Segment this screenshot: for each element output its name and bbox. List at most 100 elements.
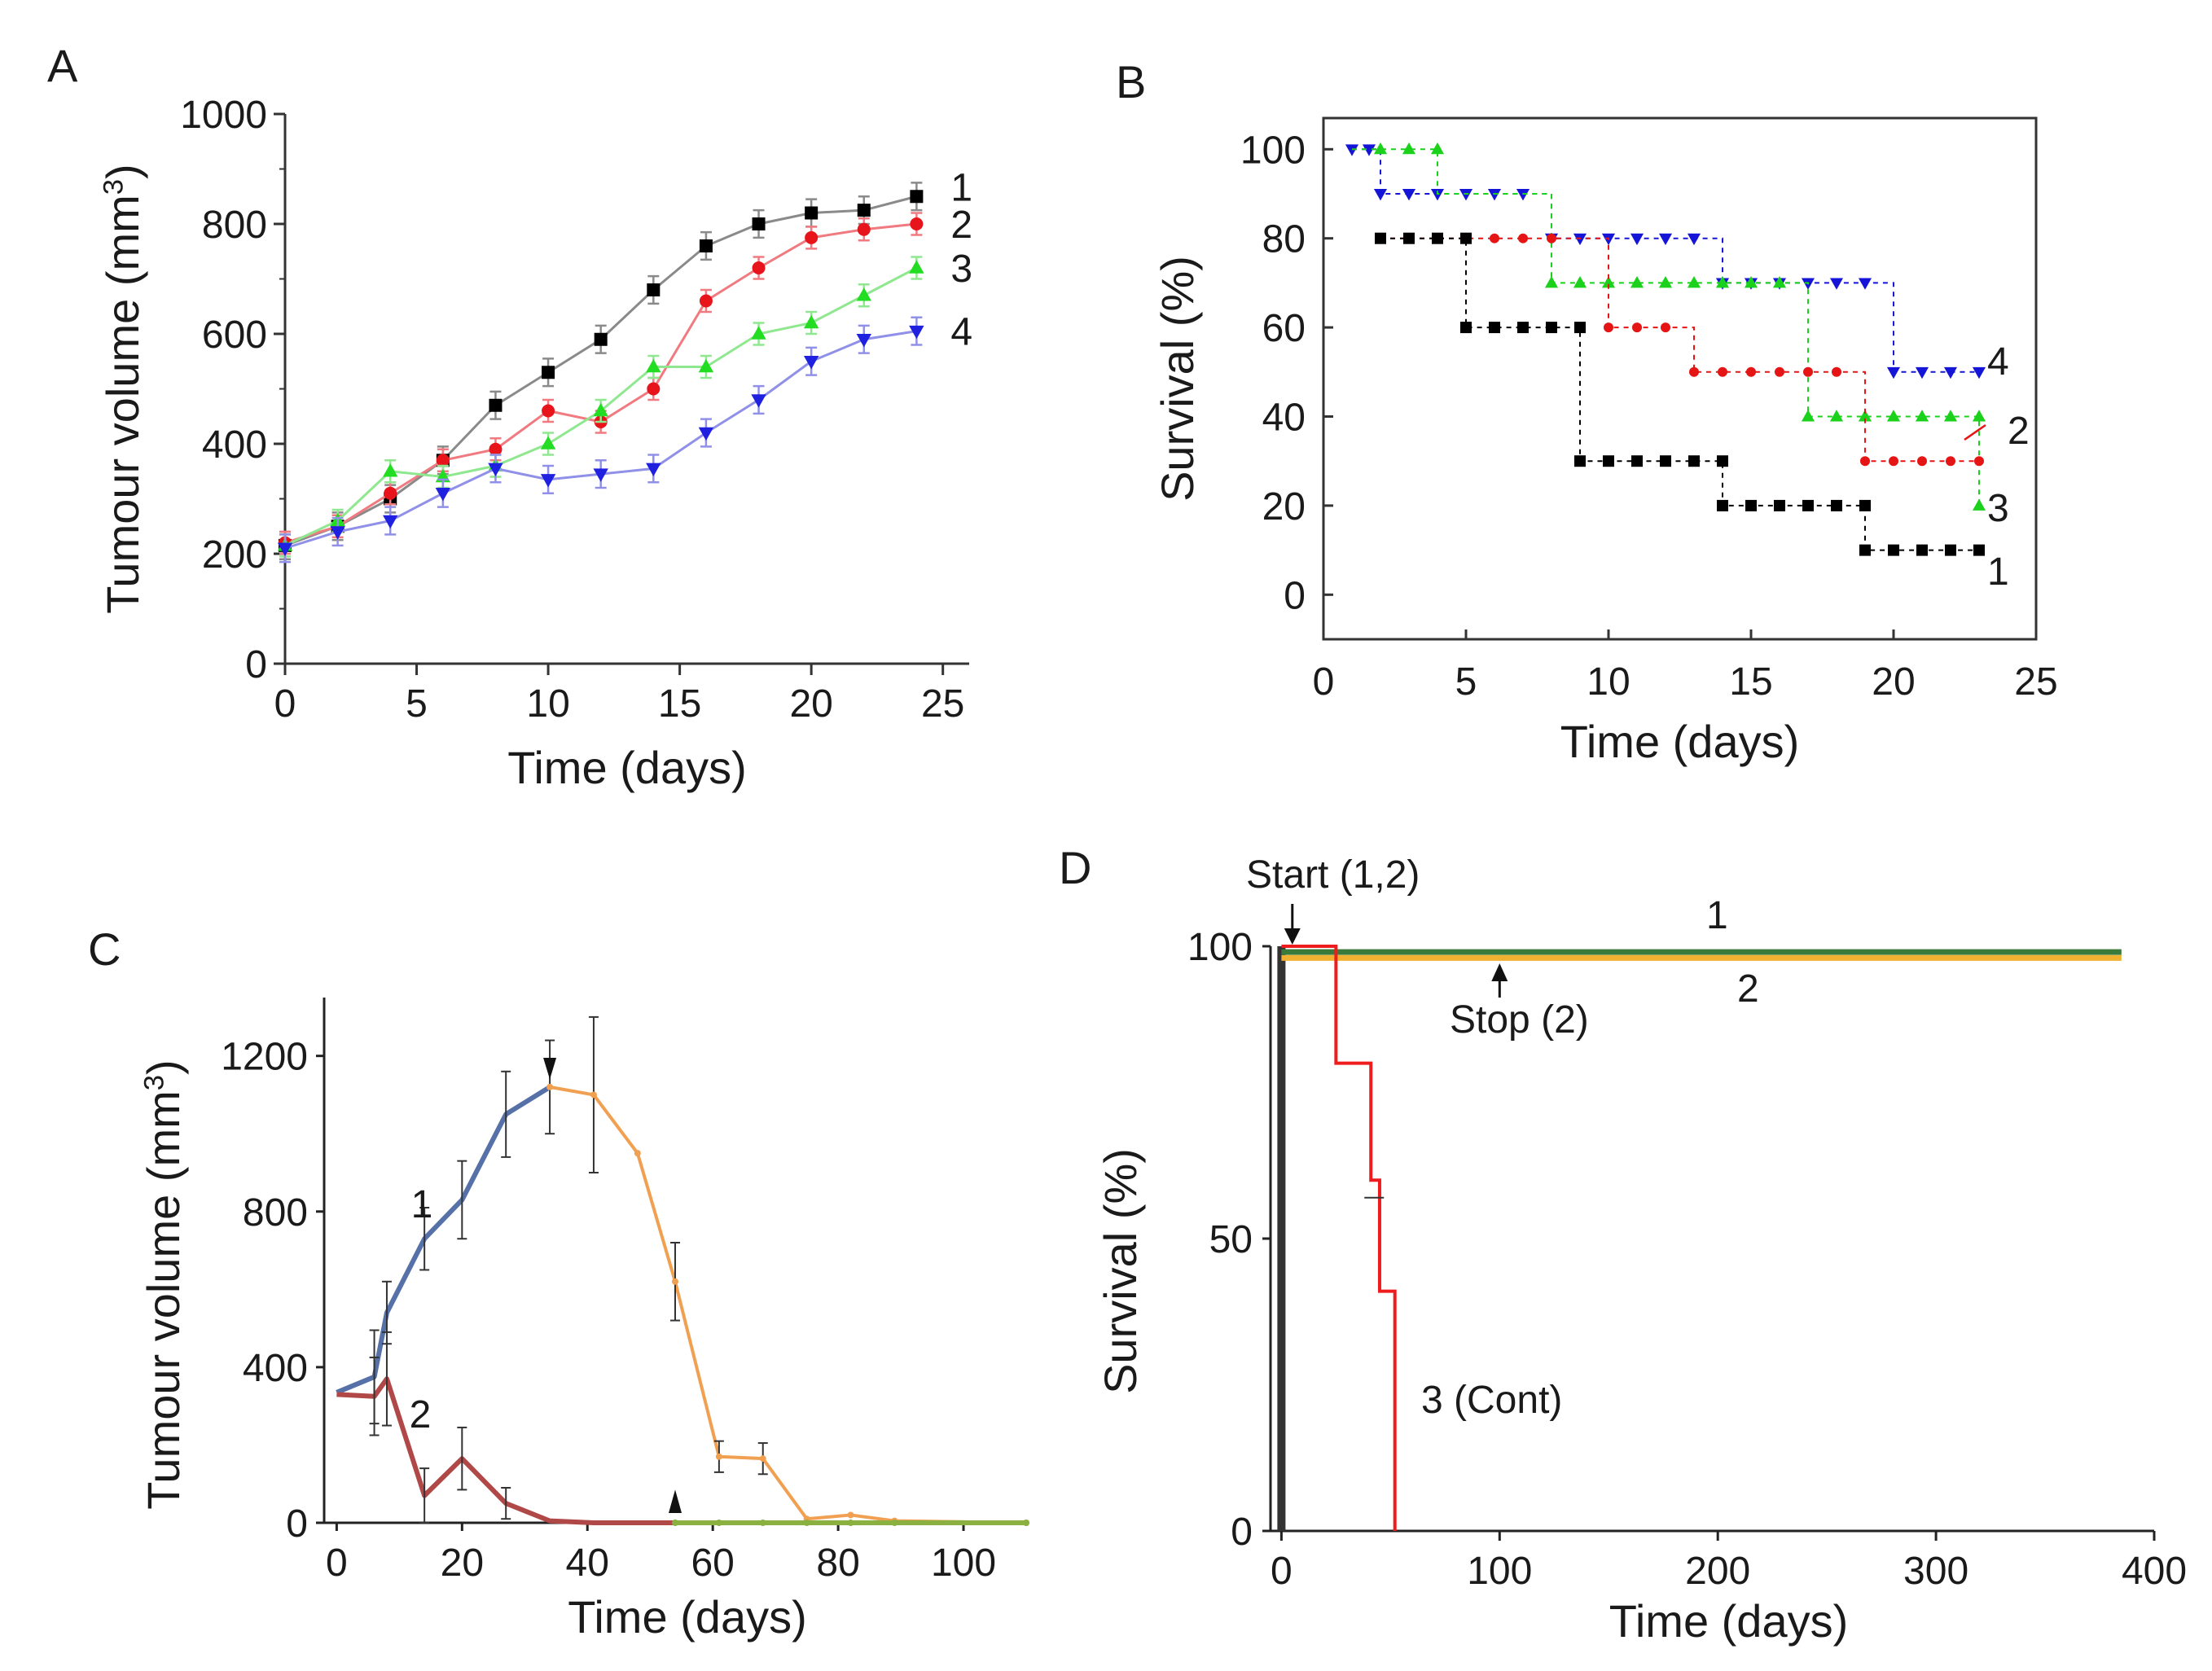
b-series-4-point <box>1402 189 1416 201</box>
b-series-4-point <box>1362 144 1376 156</box>
a-ytick-label: 0 <box>245 643 267 686</box>
a-series-2-point <box>699 294 713 308</box>
b-series-3-point <box>1772 275 1787 288</box>
c-series-1-treated-point <box>546 1083 554 1090</box>
c-series-2-after-point <box>672 1520 678 1526</box>
b-series-label-2: 2 <box>2008 410 2030 453</box>
a-ytick-label: 200 <box>202 533 267 577</box>
d-label-1: 1 <box>1706 894 1728 937</box>
a-series-1-point <box>489 398 503 412</box>
b-series-1-line <box>1380 237 1979 551</box>
b-series-4-point <box>1630 233 1644 246</box>
b-series-3-point <box>1744 275 1758 288</box>
b-series-3-point <box>1601 275 1616 288</box>
c-series-2-after-point <box>891 1520 898 1526</box>
a-series-3-label: 3 <box>950 248 972 291</box>
b-series-1-point <box>1603 455 1614 467</box>
b-series-4-point <box>1430 189 1445 201</box>
a-series-3-point <box>698 358 714 373</box>
b-series-3-point <box>1801 410 1815 422</box>
b-series-3-point <box>1829 410 1844 422</box>
panel-d-chart: 0 50 100 0 100 200 300 400 Time (days) Survival (… <box>1095 853 2187 1647</box>
b-series-2-point <box>1604 322 1613 333</box>
d-xtick-label: 300 <box>1903 1550 1968 1593</box>
panel-b-chart: 0 20 40 60 80 100 0 5 10 15 20 25 Time (days) Surviva… <box>1152 116 2058 767</box>
b-series-4-point <box>1972 366 1986 379</box>
b-series-2-point <box>1860 456 1870 467</box>
a-series-3-point <box>540 436 556 450</box>
c-xtick-label: 20 <box>441 1542 484 1585</box>
b-series-2-point <box>1661 322 1670 333</box>
c-ytick-label: 800 <box>243 1191 308 1235</box>
c-series-1-treated-point <box>634 1150 641 1157</box>
c-series-label-1: 1 <box>411 1183 433 1226</box>
b-series-2-point <box>1518 233 1528 243</box>
b-series-1-point <box>1688 455 1700 467</box>
b-series-1-point <box>1916 544 1928 556</box>
b-series-3-point <box>1972 498 1986 511</box>
a-series-4-point <box>909 325 924 340</box>
b-xtick-label: 15 <box>1729 660 1772 704</box>
b-series-4-point <box>1687 233 1701 246</box>
d-annotation-start: Start (1,2) <box>1246 853 1420 897</box>
b-series-4-point <box>1886 366 1901 379</box>
b-series-1-point <box>1802 499 1814 511</box>
b-ytick-label: 20 <box>1262 485 1306 528</box>
c-ylabel: Tumour volume (mm3) <box>138 1059 189 1509</box>
d-annotation-stop: Stop (2) <box>1450 998 1589 1042</box>
c-xtick-label: 60 <box>691 1542 734 1585</box>
a-series-4-point <box>330 526 345 540</box>
d-xtick-label: 200 <box>1685 1550 1750 1593</box>
b-series-1-point <box>1745 499 1757 511</box>
b-series-1-point <box>1717 455 1728 467</box>
c-series-label-2: 2 <box>410 1393 432 1436</box>
b-series-4-point <box>1487 189 1502 201</box>
b-series-2-point <box>1490 233 1499 243</box>
a-ytick-label: 800 <box>202 204 267 247</box>
b-series-1-point <box>1631 455 1643 467</box>
c-series-1-line <box>336 1085 551 1395</box>
a-series-3-point <box>803 314 819 329</box>
d-xtick-label: 400 <box>2122 1550 2187 1593</box>
c-arrowhead-down <box>543 1058 557 1080</box>
b-ytick-label: 0 <box>1284 574 1306 617</box>
a-series-1-point <box>910 190 924 204</box>
b-series-1-point <box>1460 232 1472 244</box>
b-xtick-label: 0 <box>1313 660 1335 704</box>
b-series-2-point <box>1775 366 1784 377</box>
b-series-3-point <box>1886 410 1901 422</box>
c-series-2-after-point <box>803 1520 810 1526</box>
b-ytick-label: 40 <box>1262 396 1306 439</box>
b-series-3-point <box>1573 275 1587 288</box>
b-series-4-point <box>1915 366 1929 379</box>
b-series-label-3: 3 <box>1987 487 2009 530</box>
panel-letter-a: A <box>47 40 78 91</box>
b-series-2-point <box>1547 233 1556 243</box>
d-ylabel: Survival (%) <box>1095 1148 1146 1394</box>
c-series-2-after-point <box>847 1520 854 1526</box>
b-series-1-point <box>1859 544 1871 556</box>
b-series-2-point <box>1832 366 1841 377</box>
b-series-3-point <box>1544 275 1559 288</box>
a-xtick-label: 5 <box>406 682 428 726</box>
b-frame <box>1322 116 2038 641</box>
a-series-2-point <box>805 230 819 244</box>
b-ylabel: Survival (%) <box>1152 256 1203 502</box>
b-xtick-label: 25 <box>2014 660 2057 704</box>
a-series-1-point <box>542 366 555 379</box>
b-series-3-point <box>1915 410 1929 422</box>
a-series-2-point <box>910 217 924 230</box>
b-series-label-1: 1 <box>1987 550 2009 594</box>
a-series-3-point <box>909 260 924 274</box>
d-ytick-label: 50 <box>1209 1218 1253 1261</box>
b-series-3-point <box>1658 275 1673 288</box>
c-ytick-label: 0 <box>286 1502 308 1546</box>
b-ytick-label: 100 <box>1240 129 1306 172</box>
b-series-4-point <box>1345 144 1359 156</box>
b-series-4-point <box>1829 278 1844 290</box>
b-series-1-point <box>1403 232 1415 244</box>
b-series-3-point <box>1430 142 1445 155</box>
a-series-2-point <box>436 454 450 467</box>
b-ytick-label: 60 <box>1262 307 1306 350</box>
a-series-4-point <box>593 468 608 482</box>
